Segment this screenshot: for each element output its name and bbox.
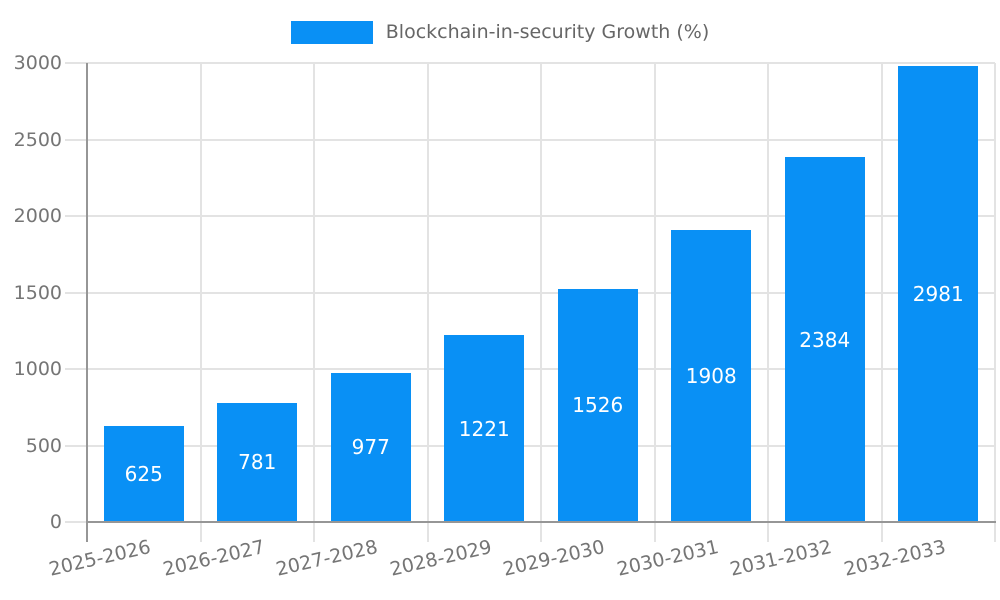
y-gridline xyxy=(65,215,995,217)
bar: 781 xyxy=(217,402,298,522)
x-tick-label: 2030-2031 xyxy=(614,535,721,581)
x-tick-label: 2025-2026 xyxy=(47,535,153,581)
y-tick-label: 500 xyxy=(25,434,62,457)
bar-value-label: 625 xyxy=(124,462,163,487)
y-gridline xyxy=(65,138,995,141)
x-tick-label: 2029-2030 xyxy=(501,535,607,581)
bar-value-label: 781 xyxy=(238,450,277,475)
bar-value-label: 2981 xyxy=(912,281,964,306)
y-tick-label: 1000 xyxy=(13,358,62,380)
y-tick-label: 0 xyxy=(49,511,62,533)
bar: 625 xyxy=(103,426,184,522)
bar-value-label: 1221 xyxy=(458,416,510,441)
y-gridline xyxy=(65,444,995,447)
bar: 2981 xyxy=(898,65,979,522)
x-tick-label: 2031-2032 xyxy=(728,535,834,581)
x-axis-line xyxy=(86,521,996,523)
y-gridline xyxy=(65,368,995,370)
bar-value-label: 2384 xyxy=(799,327,851,352)
bar: 1526 xyxy=(557,288,638,522)
x-gridline xyxy=(426,63,429,542)
x-gridline xyxy=(540,63,542,542)
bar: 977 xyxy=(330,372,411,522)
y-tick-label: 2000 xyxy=(13,205,62,227)
x-tick-label: 2032-2033 xyxy=(841,535,948,581)
legend-label: Blockchain-in-security Growth (%) xyxy=(385,21,710,43)
y-gridline xyxy=(65,62,995,64)
bar-value-label: 1526 xyxy=(572,393,624,418)
legend-swatch xyxy=(290,21,373,44)
y-tick-label: 1500 xyxy=(13,281,62,304)
x-tick-label: 2027-2028 xyxy=(274,535,380,581)
y-gridline xyxy=(65,291,995,294)
y-tick-label: 3000 xyxy=(13,52,62,74)
x-gridline xyxy=(994,63,996,542)
bar-value-label: 977 xyxy=(351,435,390,460)
x-gridline xyxy=(653,63,656,542)
x-tick-label: 2026-2027 xyxy=(160,535,267,581)
legend[interactable]: Blockchain-in-security Growth (%) xyxy=(0,21,1000,44)
bar: 1221 xyxy=(444,335,525,522)
x-gridline xyxy=(199,63,202,542)
x-gridline xyxy=(313,63,315,542)
y-axis-line xyxy=(86,63,88,542)
x-gridline xyxy=(880,63,883,542)
bar: 2384 xyxy=(784,157,865,522)
y-tick-label: 2500 xyxy=(13,128,62,151)
x-tick-label: 2028-2029 xyxy=(387,535,494,581)
bar-value-label: 1908 xyxy=(685,364,737,389)
x-gridline xyxy=(767,63,769,542)
bar: 1908 xyxy=(671,230,752,522)
